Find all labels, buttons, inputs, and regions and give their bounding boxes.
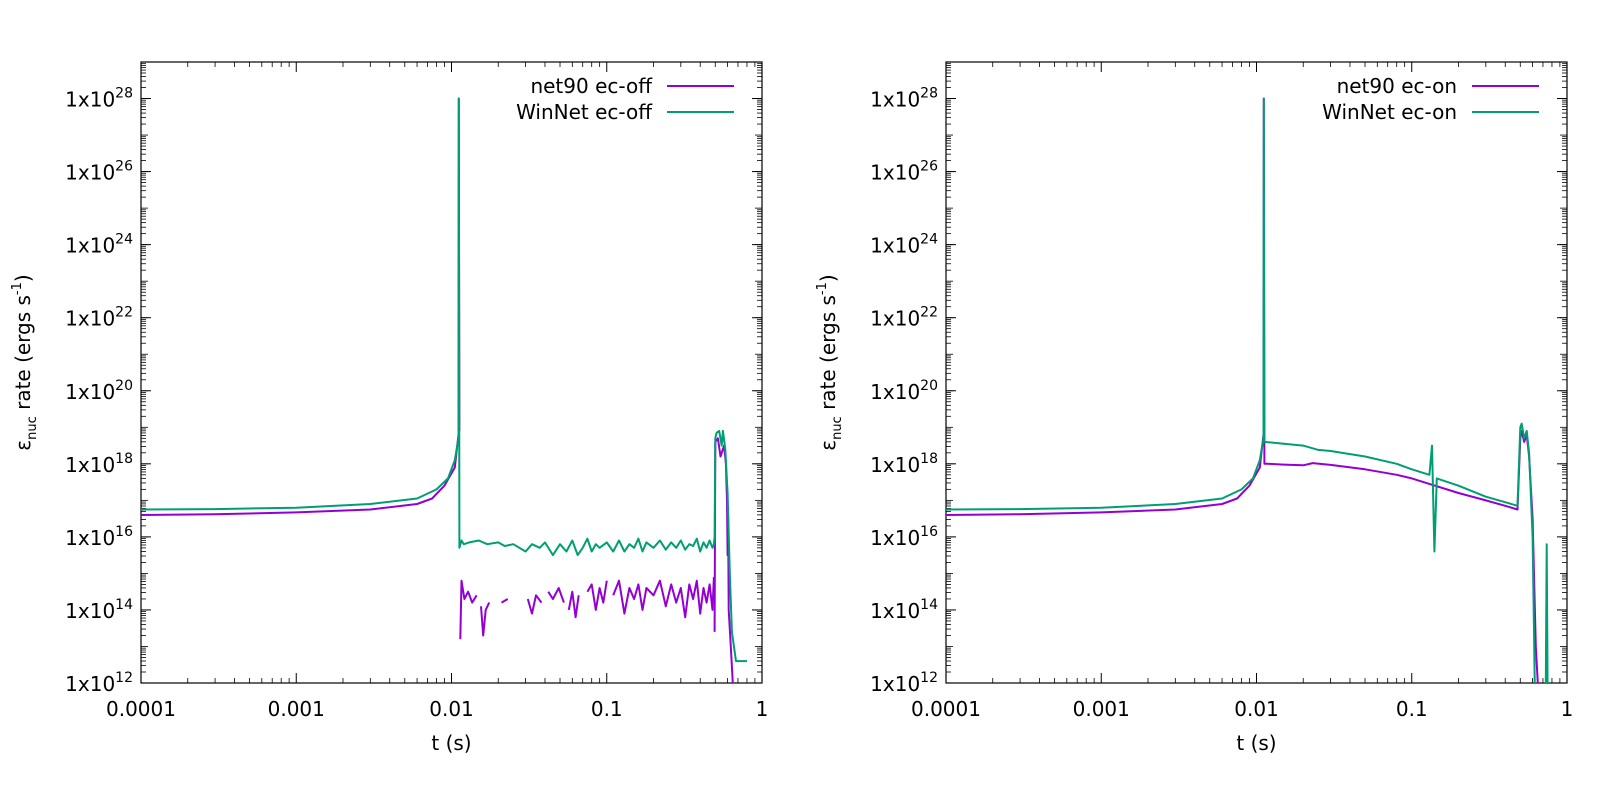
y-tick-label: 1x1028 bbox=[65, 86, 133, 112]
y-tick-label: 1x1014 bbox=[65, 597, 133, 623]
y-tick-label: 1x1020 bbox=[65, 378, 133, 404]
y-tick-label: 1x1026 bbox=[65, 159, 133, 185]
x-tick-label: 0.1 bbox=[591, 697, 623, 721]
y-tick-label: 1x1022 bbox=[870, 305, 938, 331]
series-line-1 bbox=[141, 97, 461, 516]
x-tick-label: 0.01 bbox=[1234, 697, 1279, 721]
x-tick-label: 0.0001 bbox=[106, 697, 176, 721]
y-tick-label: 1x1028 bbox=[870, 86, 938, 112]
y-axis-label: εnuc rate (ergs s-1) bbox=[10, 274, 40, 450]
y-tick-label: 1x1016 bbox=[870, 524, 938, 550]
y-tick-label: 1x1018 bbox=[65, 451, 133, 477]
plot-area bbox=[946, 97, 1549, 683]
series-line-1 bbox=[500, 598, 509, 604]
y-tick-label: 1x1024 bbox=[870, 232, 938, 258]
y-tick-label: 1x1020 bbox=[870, 378, 938, 404]
series-line-1 bbox=[946, 97, 1539, 683]
series-line-1 bbox=[480, 602, 491, 637]
x-tick-label: 0.001 bbox=[1073, 697, 1130, 721]
series-line-2 bbox=[946, 97, 1536, 683]
y-tick-label: 1x1014 bbox=[870, 597, 938, 623]
x-tick-label: 1 bbox=[1561, 697, 1574, 721]
y-tick-label: 1x1026 bbox=[870, 159, 938, 185]
y-tick-label: 1x1016 bbox=[65, 524, 133, 550]
legend-label: WinNet ec-off bbox=[516, 100, 653, 124]
x-tick-label: 0.0001 bbox=[911, 697, 981, 721]
y-tick-label: 1x1024 bbox=[65, 232, 133, 258]
x-tick-label: 0.1 bbox=[1396, 697, 1428, 721]
series-line-1 bbox=[586, 580, 608, 611]
chart-panel-1: 0.0001 0.001 0.01 0.1 1 1x1012 1x1014 1x1016 1x1… bbox=[10, 61, 769, 755]
plot-frame bbox=[140, 61, 763, 684]
series-line-1 bbox=[526, 594, 543, 615]
chart-panel-2: 0.0001 0.001 0.01 0.1 1 1x1012 1x1014 1x1016 1x1… bbox=[815, 61, 1574, 755]
y-tick-label: 1x1018 bbox=[870, 451, 938, 477]
x-tick-label: 1 bbox=[756, 697, 769, 721]
x-tick-label: 0.01 bbox=[429, 697, 474, 721]
y-tick-label: 1x1012 bbox=[65, 670, 133, 696]
series-line-1 bbox=[459, 579, 478, 640]
series-line-2 bbox=[141, 97, 747, 663]
series-line-1 bbox=[547, 587, 565, 603]
y-tick-label: 1x1012 bbox=[870, 670, 938, 696]
x-axis-label: t (s) bbox=[1236, 731, 1276, 755]
series-line-1 bbox=[567, 590, 580, 619]
x-tick-label: 0.001 bbox=[268, 697, 325, 721]
plot-area bbox=[141, 97, 747, 683]
series-line-1 bbox=[612, 577, 715, 619]
legend-label: net90 ec-on bbox=[1337, 74, 1457, 98]
x-axis-label: t (s) bbox=[431, 731, 471, 755]
y-axis-label: εnuc rate (ergs s-1) bbox=[815, 274, 845, 450]
legend-label: WinNet ec-on bbox=[1322, 100, 1457, 124]
legend-label: net90 ec-off bbox=[530, 74, 653, 98]
plot-frame bbox=[945, 61, 1568, 684]
series-line-2 bbox=[1544, 543, 1549, 683]
y-tick-label: 1x1022 bbox=[65, 305, 133, 331]
